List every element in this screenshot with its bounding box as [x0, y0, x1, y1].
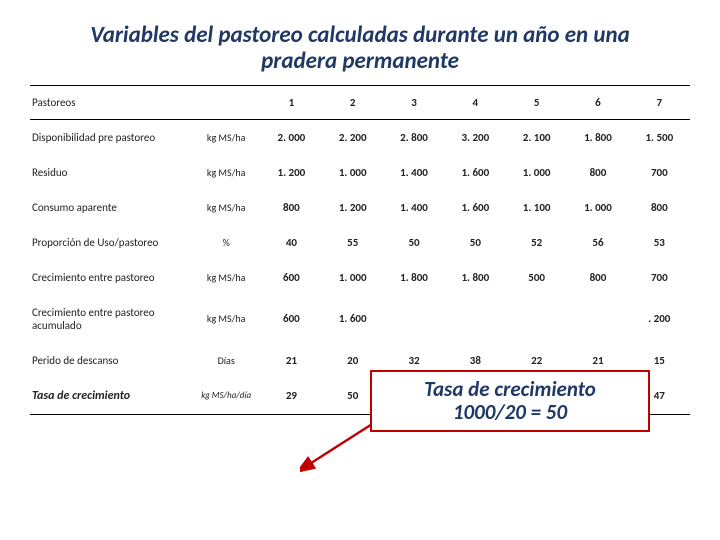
cell-value: 800	[567, 155, 628, 190]
cell-value: 21	[261, 343, 322, 378]
row-label: Proporción de Uso/pastoreo	[30, 225, 192, 260]
row-label: Consumo aparente	[30, 190, 192, 225]
row-label: Disponibilidad pre pastoreo	[30, 119, 192, 155]
row-unit: kg MS/ha	[192, 119, 261, 155]
cell-value: 1. 800	[383, 260, 444, 295]
row-label: Crecimiento entre pastoreo acumulado	[30, 295, 192, 343]
cell-value: 600	[261, 295, 322, 343]
cell-value: . 200	[629, 295, 690, 343]
cell-value: 700	[629, 155, 690, 190]
cell-value: 2. 100	[506, 119, 567, 155]
header-unit	[192, 85, 261, 119]
callout-line1: Tasa de crecimiento	[424, 376, 596, 402]
row-unit: kg MS/ha	[192, 190, 261, 225]
cell-value	[506, 295, 567, 343]
cell-value: 2. 000	[261, 119, 322, 155]
cell-value	[567, 295, 628, 343]
cell-value: 1. 200	[261, 155, 322, 190]
cell-value: 1. 600	[322, 295, 383, 343]
row-unit: kg MS/ha/día	[192, 378, 261, 415]
header-col-1: 1	[261, 85, 322, 119]
cell-value: 55	[322, 225, 383, 260]
cell-value	[383, 295, 444, 343]
cell-value: 1. 400	[383, 190, 444, 225]
page-title: Variables del pastoreo calculadas durant…	[0, 0, 720, 85]
header-col-6: 6	[567, 85, 628, 119]
header-col-2: 2	[322, 85, 383, 119]
table-row: Crecimiento entre pastoreo acumuladokg M…	[30, 295, 690, 343]
cell-value: 1. 800	[567, 119, 628, 155]
cell-value	[445, 295, 506, 343]
cell-value: 50	[383, 225, 444, 260]
cell-value: 1. 000	[322, 260, 383, 295]
table-row: Disponibilidad pre pastoreokg MS/ha2. 00…	[30, 119, 690, 155]
table-row: Proporción de Uso/pastoreo%4055505052565…	[30, 225, 690, 260]
cell-value: 800	[629, 190, 690, 225]
cell-value: 53	[629, 225, 690, 260]
cell-value: 800	[567, 260, 628, 295]
callout-line2: 1000/20 = 50	[453, 399, 567, 425]
row-unit: kg MS/ha	[192, 260, 261, 295]
row-unit: kg MS/ha	[192, 295, 261, 343]
cell-value: 1. 400	[383, 155, 444, 190]
header-label: Pastoreos	[30, 85, 192, 119]
cell-value: 1. 600	[445, 190, 506, 225]
cell-value: 52	[506, 225, 567, 260]
header-col-7: 7	[629, 85, 690, 119]
table-header-row: Pastoreos 1 2 3 4 5 6 7	[30, 85, 690, 119]
cell-value: 29	[261, 378, 322, 415]
cell-value: 1. 000	[567, 190, 628, 225]
growth-rate-callout: Tasa de crecimiento 1000/20 = 50	[370, 370, 650, 432]
cell-value: 40	[261, 225, 322, 260]
header-col-5: 5	[506, 85, 567, 119]
table-row: Residuokg MS/ha1. 2001. 0001. 4001. 6001…	[30, 155, 690, 190]
cell-value: 600	[261, 260, 322, 295]
cell-value: 1. 000	[322, 155, 383, 190]
row-label: Crecimiento entre pastoreo	[30, 260, 192, 295]
row-unit: %	[192, 225, 261, 260]
row-unit: kg MS/ha	[192, 155, 261, 190]
cell-value: 800	[261, 190, 322, 225]
cell-value: 500	[506, 260, 567, 295]
row-unit: Días	[192, 343, 261, 378]
header-col-3: 3	[383, 85, 444, 119]
cell-value: 1. 600	[445, 155, 506, 190]
cell-value: 1. 000	[506, 155, 567, 190]
cell-value: 700	[629, 260, 690, 295]
cell-value: 1. 500	[629, 119, 690, 155]
cell-value: 2. 800	[383, 119, 444, 155]
data-table: Pastoreos 1 2 3 4 5 6 7 Disponibilidad p…	[30, 85, 690, 415]
cell-value: 56	[567, 225, 628, 260]
cell-value: 1. 800	[445, 260, 506, 295]
row-label: Tasa de crecimiento	[30, 378, 192, 415]
header-col-4: 4	[445, 85, 506, 119]
table-row: Consumo aparentekg MS/ha8001. 2001. 4001…	[30, 190, 690, 225]
table-row: Crecimiento entre pastoreokg MS/ha6001. …	[30, 260, 690, 295]
row-label: Perido de descanso	[30, 343, 192, 378]
cell-value: 50	[445, 225, 506, 260]
table-container: Pastoreos 1 2 3 4 5 6 7 Disponibilidad p…	[0, 85, 720, 415]
cell-value: 2. 200	[322, 119, 383, 155]
row-label: Residuo	[30, 155, 192, 190]
cell-value: 1. 200	[322, 190, 383, 225]
cell-value: 1. 100	[506, 190, 567, 225]
cell-value: 3. 200	[445, 119, 506, 155]
